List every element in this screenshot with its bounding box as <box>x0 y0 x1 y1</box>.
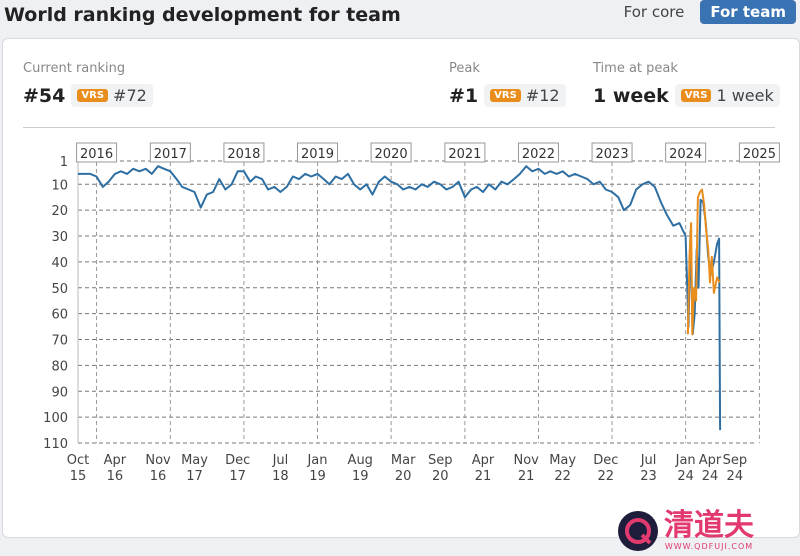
year-label: 2016 <box>80 147 113 162</box>
current-vrs-chip: VRS #72 <box>71 84 153 107</box>
x-tick-label-month: Dec <box>225 453 250 468</box>
x-tick-label-month: Apr <box>472 453 495 468</box>
current-vrs-value: #72 <box>113 86 147 105</box>
year-label: 2020 <box>375 147 408 162</box>
time-at-peak-value: 1 week <box>593 84 669 107</box>
year-label-box <box>444 142 486 163</box>
time-at-peak-vrs-chip: VRS 1 week <box>674 84 780 107</box>
current-ranking-value: #54 <box>23 84 66 107</box>
x-tick-label-year: 16 <box>107 469 124 484</box>
for-team-button[interactable]: For team <box>700 0 796 24</box>
x-tick-label-month: Jan <box>675 453 696 468</box>
y-tick-label: 60 <box>51 308 68 323</box>
x-tick-label-year: 23 <box>640 469 657 484</box>
x-tick-label-year: 24 <box>727 469 744 484</box>
year-label: 2024 <box>669 147 702 162</box>
vrs-badge: VRS <box>77 89 109 102</box>
x-tick-label-year: 19 <box>309 469 326 484</box>
x-tick-label-year: 19 <box>352 469 369 484</box>
y-tick-label: 1 <box>60 155 68 170</box>
x-tick-label-year: 21 <box>475 469 492 484</box>
year-label-box <box>665 142 707 163</box>
x-tick-label-year: 15 <box>70 469 87 484</box>
watermark-url: WWW.QDFUJI.COM <box>664 542 754 551</box>
year-label: 2018 <box>227 147 260 162</box>
time-at-peak-stat: Time at peak 1 week VRS 1 week <box>593 61 780 107</box>
y-tick-label: 110 <box>43 437 68 452</box>
watermark-title: 清道夫 <box>664 508 754 543</box>
x-tick-label-month: Oct <box>67 453 89 468</box>
y-tick-label: 10 <box>51 178 68 193</box>
peak-label: Peak <box>449 61 480 76</box>
x-tick-label-month: Nov <box>513 453 539 468</box>
x-tick-label-year: 22 <box>598 469 615 484</box>
vrs-ranking-line <box>686 188 721 336</box>
divider <box>23 127 775 128</box>
peak-value: #1 <box>449 84 479 107</box>
year-label-box <box>370 142 412 163</box>
year-label: 2025 <box>743 147 776 162</box>
current-ranking-label: Current ranking <box>23 61 126 76</box>
x-tick-label-year: 17 <box>186 469 203 484</box>
watermark: 清道夫 WWW.QDFUJI.COM <box>618 510 754 551</box>
current-ranking-stat: Current ranking #54 VRS #72 <box>23 61 153 107</box>
y-tick-label: 50 <box>51 282 68 297</box>
x-tick-label-month: Nov <box>145 453 171 468</box>
peak-vrs-chip: VRS #12 <box>484 84 566 107</box>
x-tick-label-month: Sep <box>428 453 453 468</box>
y-tick-label: 30 <box>51 230 68 245</box>
year-label-box <box>76 142 118 163</box>
watermark-logo-icon <box>618 510 658 551</box>
x-tick-label-year: 21 <box>518 469 535 484</box>
year-label: 2017 <box>154 147 187 162</box>
year-label-box <box>738 142 780 163</box>
y-tick-label: 80 <box>51 359 68 374</box>
x-tick-label-year: 22 <box>554 469 571 484</box>
x-tick-label-year: 16 <box>150 469 167 484</box>
x-tick-label-year: 20 <box>395 469 412 484</box>
x-tick-label-month: Sep <box>723 453 748 468</box>
year-label-box <box>223 142 265 163</box>
y-tick-label: 100 <box>43 411 68 426</box>
time-at-peak-label: Time at peak <box>593 61 678 76</box>
x-tick-label-month: Jan <box>306 453 327 468</box>
vrs-badge: VRS <box>490 89 521 102</box>
y-tick-label: 70 <box>51 334 68 349</box>
year-label: 2021 <box>448 147 481 162</box>
page-title: World ranking development for team <box>4 4 401 26</box>
year-label: 2019 <box>301 147 334 162</box>
x-tick-label-year: 18 <box>272 469 289 484</box>
peak-stat: Peak #1 VRS #12 <box>449 61 566 107</box>
x-tick-label-year: 24 <box>702 469 719 484</box>
core-team-toggle: For core For team <box>614 0 796 24</box>
for-core-button[interactable]: For core <box>614 0 695 24</box>
year-label: 2023 <box>596 147 629 162</box>
x-tick-label-year: 17 <box>229 469 246 484</box>
x-tick-label-month: Dec <box>593 453 618 468</box>
y-tick-label: 90 <box>51 385 68 400</box>
x-tick-label-month: May <box>181 453 208 468</box>
x-tick-label-month: May <box>549 453 576 468</box>
vrs-badge: VRS <box>680 89 712 102</box>
y-tick-label: 40 <box>51 256 68 271</box>
x-tick-label-month: Apr <box>699 453 722 468</box>
year-label-box <box>297 142 339 163</box>
time-at-peak-vrs-value: 1 week <box>716 86 774 105</box>
x-tick-label-month: Aug <box>348 453 373 468</box>
x-tick-label-year: 20 <box>432 469 449 484</box>
year-label: 2022 <box>522 147 555 162</box>
x-tick-label-month: Jul <box>640 453 657 468</box>
x-tick-label-month: Apr <box>104 453 127 468</box>
x-tick-label-month: Jul <box>272 453 289 468</box>
year-label-box <box>591 142 633 163</box>
y-tick-label: 20 <box>51 204 68 219</box>
core-ranking-line <box>78 165 722 431</box>
peak-vrs-value: #12 <box>525 86 560 105</box>
x-tick-label-month: Mar <box>391 453 416 468</box>
year-label-box <box>149 142 191 163</box>
x-tick-label-year: 24 <box>677 469 694 484</box>
year-label-box <box>517 142 559 163</box>
